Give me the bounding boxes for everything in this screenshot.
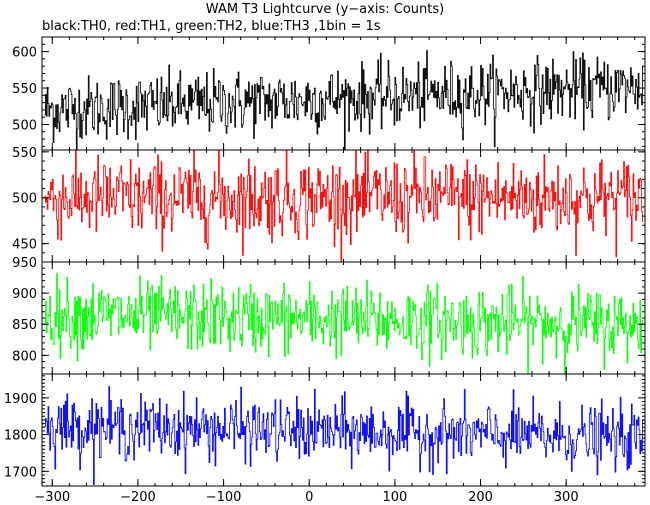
y-tick-label: 1800: [4, 429, 37, 444]
series-line-th2: [44, 273, 644, 374]
x-tick-label: 200: [468, 490, 493, 505]
y-tick-label: 900: [12, 287, 37, 302]
y-tick-label: 450: [12, 238, 37, 253]
y-tick-label: 550: [12, 82, 37, 97]
y-tick-label: 800: [12, 349, 37, 364]
x-tick-label: 300: [554, 490, 579, 505]
x-tick-label: 0: [305, 490, 313, 505]
chart-title: WAM T3 Lightcurve (y−axis: Counts): [205, 2, 445, 17]
chart-subtitle: black:TH0, red:TH1, green:TH2, blue:TH3 …: [42, 19, 381, 34]
y-tick-label: 850: [12, 318, 37, 333]
x-tick-label: −200: [120, 490, 156, 505]
x-tick-label: −300: [34, 490, 70, 505]
y-tick-label: 1700: [4, 465, 37, 480]
y-tick-label: 950: [12, 256, 37, 271]
y-tick-label: 600: [12, 46, 37, 61]
y-tick-label: 500: [12, 118, 37, 133]
x-tick-label: 100: [382, 490, 407, 505]
series-line-th3: [44, 386, 644, 485]
y-tick-label: 550: [12, 146, 37, 161]
series-line-th0: [44, 50, 644, 150]
y-tick-label: 1900: [4, 392, 37, 407]
y-tick-label: 500: [12, 192, 37, 207]
x-tick-label: −100: [206, 490, 242, 505]
series-line-th1: [44, 150, 644, 262]
